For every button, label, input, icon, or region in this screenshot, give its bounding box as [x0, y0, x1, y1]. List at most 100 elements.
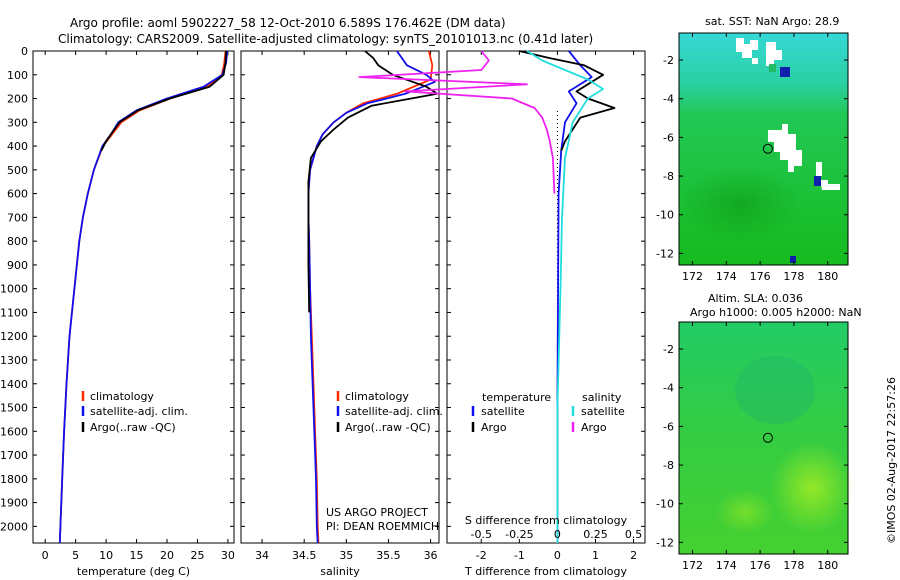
- sla_map-ytick-label: -4: [663, 382, 674, 395]
- temperature-xtick-label: 30: [221, 549, 235, 562]
- sla_map-xtick-label: 180: [817, 559, 838, 572]
- diff-xtick-top-label: 0.5: [625, 528, 643, 541]
- difference-series-t-satellite: [556, 50, 593, 543]
- sal-annotation-line2: PI: DEAN ROEMMICH: [326, 520, 439, 533]
- salinity-xtick-label: 34.5: [292, 549, 317, 562]
- diff-xlabel-top: S difference from climatology: [465, 514, 628, 527]
- temperature-ytick-label: 1000: [0, 283, 28, 296]
- sla-map-axes: 172 174 176 178 180 -2 -4 -6 -8 -10 -12: [656, 321, 849, 572]
- temperature-ytick-label: 300: [7, 116, 28, 129]
- temperature-ytick-label: 500: [7, 164, 28, 177]
- temp-legend-label: Argo(..raw -QC): [90, 421, 176, 434]
- sst-map-low-cell: [780, 67, 790, 77]
- temperature-ytick-label: 800: [7, 235, 28, 248]
- salinity-panel: 34 34.5 35 35.5 36 salinity climatology satelli…: [240, 50, 443, 578]
- temperature-ytick-label: 0: [21, 45, 28, 58]
- temperature-ytick-label: 1500: [0, 402, 28, 415]
- sst_map-argo-position-marker: [762, 143, 773, 154]
- sla_map-xtick-label: 178: [783, 559, 804, 572]
- sst_map-ytick-label: -8: [663, 170, 674, 183]
- temperature-ytick-label: 1100: [0, 306, 28, 319]
- temperature-ytick-label: 1400: [0, 378, 28, 391]
- temperature-series-argo: [100, 50, 227, 152]
- figure-title-line1: Argo profile: aoml 5902227_58 12-Oct-201…: [70, 16, 506, 30]
- sal-legend-label: climatology: [345, 390, 409, 403]
- sla-map-low-region: [735, 356, 815, 424]
- temperature-xtick-label: 20: [160, 549, 174, 562]
- difference-xtick-label: 0: [554, 549, 561, 562]
- sst_map-ytick-label: -4: [663, 93, 674, 106]
- temperature-xtick-label: 15: [130, 549, 144, 562]
- temperature-ytick-label: 900: [7, 259, 28, 272]
- diff-legend-label: Argo: [581, 421, 607, 434]
- sst_map-xtick-label: 176: [750, 270, 771, 283]
- difference-xlabel: T difference from climatology: [464, 565, 627, 578]
- difference-series-s-satellite: [526, 50, 604, 543]
- sst_map-ytick-label: -12: [656, 247, 674, 260]
- sla_map-xtick-label: 176: [750, 559, 771, 572]
- temperature-xtick-label: 5: [72, 549, 79, 562]
- salinity-xtick-label: 36: [424, 549, 438, 562]
- salinity-xtick-label: 34: [255, 549, 269, 562]
- sst-map-cell: [769, 64, 776, 72]
- sst_map-frame: [678, 32, 849, 266]
- sla_map-ytick-label: -6: [663, 420, 674, 433]
- sal-legend-label: Argo(..raw -QC): [345, 421, 431, 434]
- temperature-ytick-label: 200: [7, 93, 28, 106]
- salinity-series-climatology: [307, 50, 434, 544]
- temperature-ytick-label: 600: [7, 188, 28, 201]
- salinity-xtick-label: 35.5: [376, 549, 401, 562]
- sst-map-low-cell: [814, 176, 821, 186]
- sla_map-ytick-label: -10: [656, 498, 674, 511]
- salinity-xtick-label: 35: [339, 549, 353, 562]
- sla-map-panel: Altim. SLA: 0.036 Argo h1000: 0.005 h200…: [656, 292, 862, 572]
- temperature-ytick-label: 1800: [0, 473, 28, 486]
- temperature-ytick-label: 1900: [0, 497, 28, 510]
- difference-xtick-label: -1: [514, 549, 525, 562]
- difference-xtick-label: 1: [592, 549, 599, 562]
- temp-legend-label: climatology: [90, 390, 154, 403]
- sst_map-ytick-label: -6: [663, 131, 674, 144]
- sst_map-ytick-label: -10: [656, 209, 674, 222]
- temperature-xlabel: temperature (deg C): [77, 565, 190, 578]
- difference-panel: -2 -1 0 1 2T difference from climatology S di…: [358, 50, 646, 578]
- diff-xtick-top-label: 0: [554, 528, 561, 541]
- sst_map-ytick-label: -2: [663, 54, 674, 67]
- sst_map-xtick-label: 172: [682, 270, 703, 283]
- sla-map-high-region: [770, 442, 854, 534]
- temperature-panel: 0 5 10 15 20 25 30 temperature (deg C) 0 100 200 30…: [0, 45, 235, 578]
- figure-title-line2: Climatology: CARS2009. Satellite-adjuste…: [58, 32, 593, 46]
- diff-xtick-top-label: 0.25: [583, 528, 608, 541]
- sla_map-frame: [678, 321, 849, 555]
- sst_map-xtick-label: 178: [783, 270, 804, 283]
- diff-legend-header-salinity: salinity: [582, 391, 622, 404]
- temperature-plot-frame: [32, 50, 235, 544]
- temp-legend-label: satellite-adj. clim.: [90, 405, 188, 418]
- sla_map-ytick-label: -8: [663, 459, 674, 472]
- difference-xtick-label: 2: [630, 549, 637, 562]
- temperature-ytick-label: 1700: [0, 449, 28, 462]
- salinity-plot-frame: [240, 50, 440, 544]
- sst-map-panel: sat. SST: NaN Argo: 28.9 172 174 176 178 180…: [656, 15, 849, 283]
- difference-series-s-argo: [358, 50, 556, 194]
- sla_map-xtick-label: 174: [716, 559, 737, 572]
- sla-map-title-line1: Altim. SLA: 0.036: [708, 292, 803, 305]
- temperature-ytick-label: 700: [7, 211, 28, 224]
- sal-annotation-line1: US ARGO PROJECT: [326, 506, 428, 519]
- difference-xtick-label: -2: [476, 549, 487, 562]
- sst_map-xtick-label: 180: [817, 270, 838, 283]
- temperature-series-climatology: [58, 50, 227, 544]
- sal-legend-label: satellite-adj. clim.: [345, 405, 443, 418]
- diff-xtick-top-label: -0.5: [471, 528, 492, 541]
- sla_map-xtick-label: 172: [682, 559, 703, 572]
- sla-map-title-line2: Argo h1000: 0.005 h2000: NaN: [690, 306, 862, 319]
- sst-map-low-cell: [790, 256, 796, 263]
- temperature-xtick-label: 10: [99, 549, 113, 562]
- sla_map-ytick-label: -2: [663, 343, 674, 356]
- temperature-series-satellite: [58, 50, 229, 544]
- sst-map-axes: 172 174 176 178 180 -2 -4 -6 -8 -10 -12: [656, 32, 849, 283]
- temperature-ytick-label: 1300: [0, 354, 28, 367]
- salinity-series-argo: [307, 50, 439, 313]
- temperature-ytick-label: 400: [7, 140, 28, 153]
